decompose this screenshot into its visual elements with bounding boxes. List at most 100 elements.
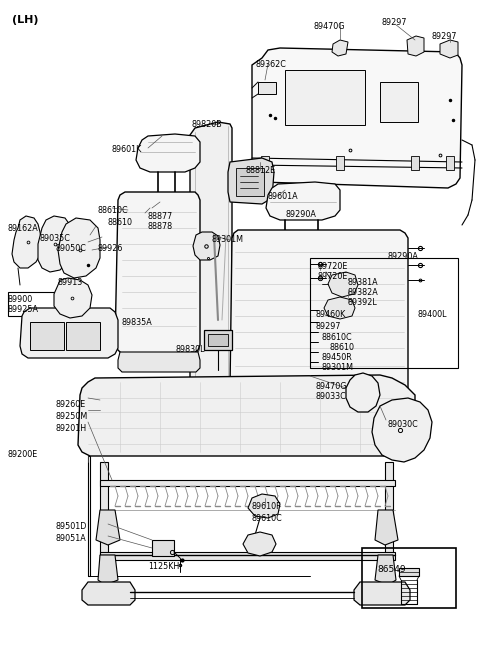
Polygon shape (399, 568, 419, 576)
Text: 89297: 89297 (382, 18, 408, 27)
Polygon shape (354, 582, 410, 605)
Text: 89720E: 89720E (317, 272, 348, 281)
Text: 89035C: 89035C (40, 234, 71, 243)
Polygon shape (375, 555, 396, 585)
Polygon shape (115, 192, 200, 354)
Text: 89925A: 89925A (8, 305, 39, 314)
Text: 89200E: 89200E (8, 450, 38, 459)
Bar (310, 258, 458, 368)
Bar (152, 540, 174, 556)
Polygon shape (346, 373, 380, 412)
Text: 89250M: 89250M (55, 412, 87, 421)
Text: 89470G: 89470G (313, 22, 345, 31)
Polygon shape (12, 216, 42, 268)
Text: 89720E: 89720E (317, 262, 348, 271)
Bar (261, 156, 269, 170)
Bar (385, 462, 393, 557)
Text: 89382A: 89382A (348, 288, 379, 297)
Text: 89601K: 89601K (112, 145, 142, 154)
Text: 89830L: 89830L (175, 345, 204, 354)
Text: 89362C: 89362C (256, 60, 287, 69)
Bar (204, 330, 232, 350)
Text: 89392L: 89392L (348, 298, 378, 307)
Text: 89301M: 89301M (322, 363, 354, 372)
Polygon shape (98, 555, 118, 585)
Text: 89297: 89297 (432, 32, 457, 41)
Polygon shape (228, 158, 274, 204)
Polygon shape (440, 40, 458, 58)
Text: 88610C: 88610C (98, 206, 129, 215)
Polygon shape (118, 352, 200, 372)
Bar (30, 322, 64, 350)
Bar (446, 156, 454, 170)
Bar (236, 168, 264, 196)
Text: 89301M: 89301M (212, 235, 244, 244)
Text: 88877: 88877 (148, 212, 173, 221)
Polygon shape (38, 216, 72, 272)
Polygon shape (190, 122, 232, 400)
Bar (411, 156, 419, 170)
Text: 89400L: 89400L (418, 310, 447, 319)
Polygon shape (82, 582, 135, 605)
Polygon shape (58, 218, 100, 278)
Polygon shape (230, 394, 408, 416)
Text: 88610: 88610 (330, 343, 355, 352)
Text: 89290A: 89290A (285, 210, 316, 219)
Text: 89610C: 89610C (252, 514, 283, 523)
Text: 89900: 89900 (8, 295, 33, 304)
Text: 89470G: 89470G (315, 382, 347, 391)
Polygon shape (136, 134, 200, 172)
Polygon shape (20, 308, 118, 358)
Text: (LH): (LH) (12, 15, 38, 25)
Text: 89260E: 89260E (55, 400, 85, 409)
Text: 89297: 89297 (315, 322, 340, 331)
Polygon shape (372, 398, 432, 462)
Bar (66, 322, 100, 350)
Text: 89501D: 89501D (55, 522, 86, 531)
Text: 86549: 86549 (378, 565, 406, 574)
Bar (208, 334, 228, 346)
Text: 89835A: 89835A (122, 318, 153, 327)
Text: 89030C: 89030C (388, 420, 419, 429)
Polygon shape (407, 36, 424, 56)
Text: 89201H: 89201H (55, 424, 86, 433)
Text: 88610C: 88610C (322, 333, 353, 342)
Text: 89033C: 89033C (315, 392, 346, 401)
Text: 89460K: 89460K (315, 310, 345, 319)
Text: 88812E: 88812E (245, 166, 275, 175)
Polygon shape (243, 532, 276, 556)
Text: 89601A: 89601A (268, 192, 299, 201)
Bar (100, 552, 395, 560)
Polygon shape (96, 510, 120, 545)
Text: 89051A: 89051A (55, 534, 86, 543)
Text: 89050C: 89050C (55, 244, 86, 253)
Text: 88610: 88610 (107, 218, 132, 227)
Bar (100, 462, 108, 557)
Bar (380, 82, 418, 122)
Polygon shape (230, 230, 408, 397)
Text: 88878: 88878 (148, 222, 173, 231)
Text: 1125KH: 1125KH (148, 562, 179, 571)
Polygon shape (193, 232, 220, 260)
Polygon shape (324, 297, 355, 319)
Polygon shape (375, 510, 398, 545)
Polygon shape (252, 48, 462, 188)
Text: 89610F: 89610F (252, 502, 282, 511)
Bar (362, 548, 456, 608)
Text: 89913: 89913 (58, 278, 83, 287)
Bar (285, 70, 365, 125)
Text: 89450R: 89450R (322, 353, 353, 362)
Text: 89290A: 89290A (388, 252, 419, 261)
Polygon shape (328, 272, 358, 297)
Polygon shape (78, 375, 415, 456)
Bar (336, 156, 344, 170)
Polygon shape (54, 278, 92, 318)
Bar (88, 456, 90, 576)
Text: 89162A: 89162A (8, 224, 39, 233)
Bar (8, 292, 70, 316)
Polygon shape (332, 40, 348, 56)
Polygon shape (248, 494, 280, 518)
Text: 89381A: 89381A (348, 278, 379, 287)
Bar (258, 82, 276, 94)
Bar (100, 480, 395, 486)
